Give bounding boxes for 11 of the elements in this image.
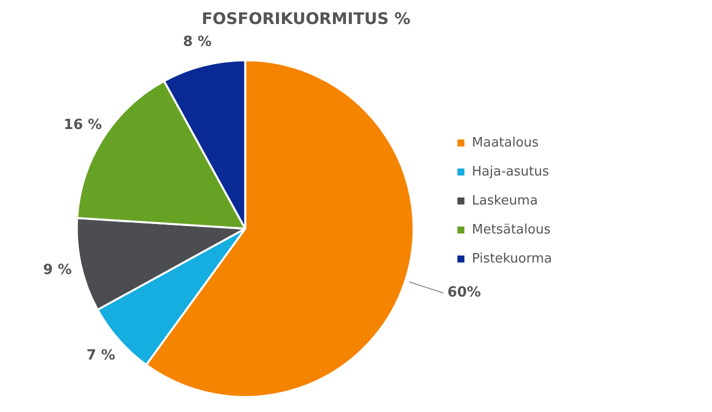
legend-label: Haja-asutus	[472, 164, 550, 180]
data-label: 16 %	[64, 117, 102, 134]
data-label: 9 %	[43, 262, 72, 278]
legend-label: Maatalous	[472, 135, 539, 150]
data-label: 7 %	[86, 347, 116, 364]
chart-title: FOSFORIKUORMITUS %	[202, 8, 410, 28]
legend-label: Metsätalous	[472, 222, 551, 238]
legend-label: Laskeuma	[472, 193, 538, 208]
data-label: 8 %	[183, 34, 212, 50]
data-label: 60%	[447, 284, 481, 301]
legend-label: Pistekuorma	[472, 251, 552, 266]
